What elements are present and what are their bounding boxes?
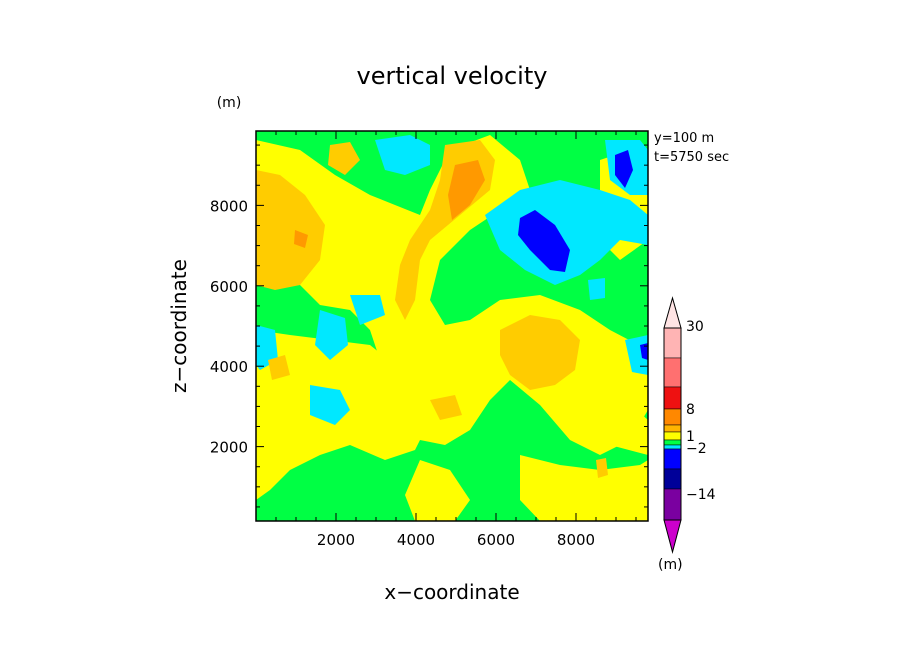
colorbar-swatch	[663, 386, 682, 410]
x-tick-label: 2000	[317, 531, 355, 549]
colorbar-label-8: 8	[686, 402, 695, 418]
y-tick-label: 4000	[210, 358, 248, 376]
x-tick-label: 4000	[397, 531, 435, 549]
x-tick-label: 6000	[477, 531, 515, 549]
dark-orange-regions	[294, 160, 485, 248]
colorbar-swatch	[663, 448, 682, 470]
colorbar-label-minus2: −2	[686, 441, 707, 457]
colorbar-swatch	[663, 357, 682, 388]
y-tick-label: 6000	[210, 278, 248, 296]
colorbar-label-1: 1	[686, 429, 695, 445]
colorbar-top-arrow	[663, 296, 682, 329]
colorbar-swatch	[663, 488, 682, 521]
colorbar-label-30: 30	[686, 319, 704, 335]
y-tick-label: 8000	[210, 197, 248, 215]
x-axis-label: x−coordinate	[384, 580, 519, 604]
y-axis: 2000 4000 6000 8000	[210, 144, 648, 508]
y-axis-label: z−coordinate	[167, 259, 191, 393]
colorbar-swatch	[663, 468, 682, 490]
x-axis: 2000 4000 6000 8000	[275, 131, 637, 549]
colorbar: 30 8 1 −2 −14 (m)	[658, 296, 716, 573]
chart-title: vertical velocity	[357, 62, 548, 90]
colorbar-swatch	[663, 431, 682, 441]
colorbar-label-minus14: −14	[686, 487, 716, 503]
y-tick-label: 2000	[210, 439, 248, 457]
info-time: t=5750 sec	[654, 150, 729, 165]
colorbar-swatch	[663, 439, 682, 446]
y-unit-label: (m)	[217, 95, 242, 111]
colorbar-swatch	[663, 444, 682, 450]
colorbar-swatch	[663, 408, 682, 426]
colorbar-blocks	[663, 327, 682, 521]
colorbar-bottom-arrow	[663, 519, 682, 554]
contour-field	[256, 131, 648, 521]
blue-regions	[518, 150, 648, 360]
colorbar-unit-label: (m)	[658, 557, 683, 573]
cyan-regions	[256, 135, 648, 425]
info-y-position: y=100 m	[654, 131, 714, 146]
x-tick-label: 8000	[557, 531, 595, 549]
colorbar-swatch	[663, 424, 682, 433]
colorbar-swatch	[663, 327, 682, 359]
